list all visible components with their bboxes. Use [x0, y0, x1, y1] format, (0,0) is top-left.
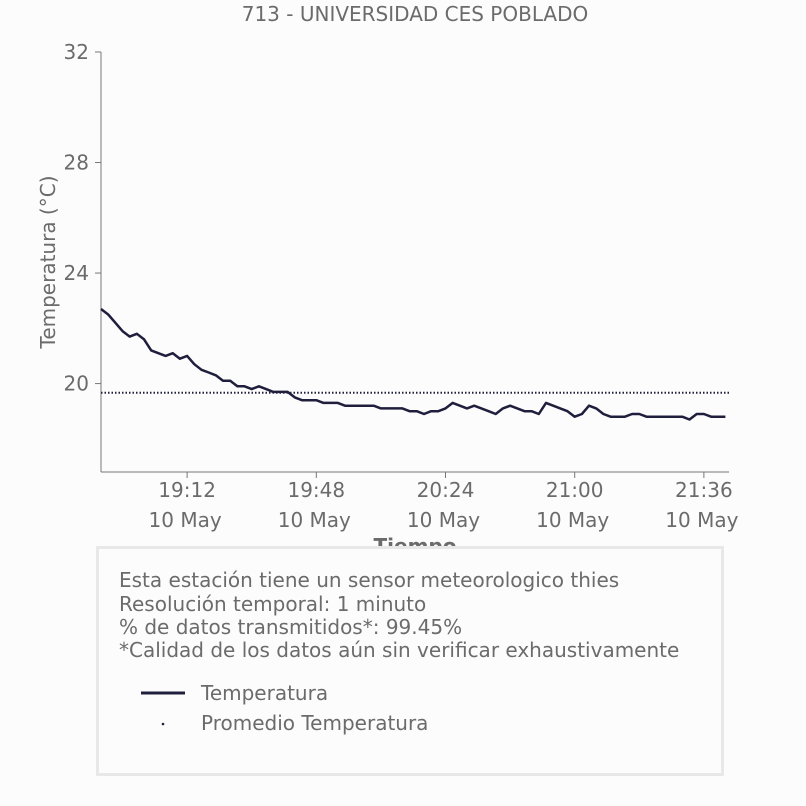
y-tick-label: 32: [64, 40, 89, 64]
quality-note-text: *Calidad de los datos aún sin verificar …: [119, 638, 680, 662]
temperature-series-line: [100, 308, 726, 421]
x-tick-label-date: 10 May: [149, 508, 222, 532]
x-tick-label-time: 21:36: [675, 478, 733, 502]
resolution-info-text: Resolución temporal: 1 minuto: [119, 592, 427, 616]
y-tick-label: 24: [64, 261, 89, 285]
x-tick-label-time: 19:48: [287, 478, 345, 502]
legend-label-temperatura: Temperatura: [201, 681, 329, 705]
y-tick-label: 20: [64, 372, 89, 396]
x-tick-label-date: 10 May: [536, 508, 609, 532]
legend-label-promedio: Promedio Temperatura: [201, 711, 429, 735]
x-tick-label-date: 10 May: [407, 508, 480, 532]
x-tick-label-time: 20:24: [417, 478, 475, 502]
sensor-info-text: Esta estación tiene un sensor meteorolog…: [119, 568, 620, 592]
x-tick-label-time: 19:12: [158, 478, 216, 502]
plot-area: 20 24 28 32 19:12 10 May 19:48 10 May 20:24 10 Ma…: [64, 40, 739, 532]
y-axis-label: Temperatura (°C): [36, 175, 60, 349]
transmitted-info-text: % de datos transmitidos*: 99.45%: [119, 615, 463, 639]
temperature-chart: 713 - UNIVERSIDAD CES POBLADO Temperatur…: [36, 2, 739, 558]
dot-marker-swatch-icon: [161, 722, 165, 726]
y-tick-label: 28: [64, 151, 89, 175]
solid-line-swatch-icon: [141, 691, 185, 695]
info-box: Esta estación tiene un sensor meteorolog…: [96, 546, 724, 776]
x-tick-label-time: 21:00: [546, 478, 604, 502]
x-tick-label-date: 10 May: [278, 508, 351, 532]
x-tick-label-date: 10 May: [665, 508, 738, 532]
chart-title: 713 - UNIVERSIDAD CES POBLADO: [242, 2, 589, 26]
